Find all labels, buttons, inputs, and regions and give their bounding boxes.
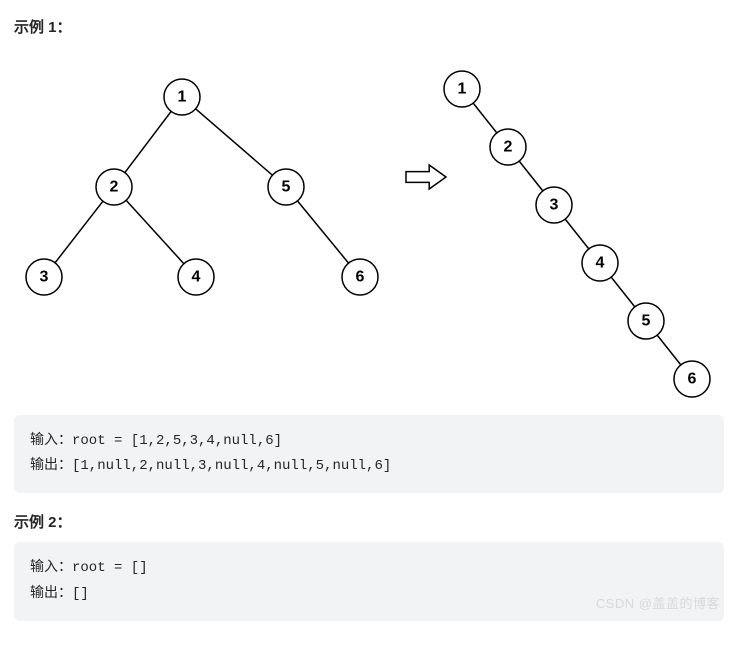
tree-node-label: 4 — [596, 255, 605, 272]
tree-node-label: 5 — [282, 179, 291, 196]
code-line: 输入：root = [] — [30, 560, 148, 576]
example2-label: 示例 2： — [14, 511, 724, 532]
example1-code: 输入：root = [1,2,5,3,4,null,6] 输出：[1,null,… — [14, 415, 724, 493]
code-line: 输入：root = [1,2,5,3,4,null,6] — [30, 433, 282, 449]
tree-edge — [196, 109, 273, 175]
tree-edge — [125, 111, 171, 172]
tree-edge — [519, 161, 543, 191]
example1-label: 示例 1： — [14, 16, 724, 37]
tree-node-label: 1 — [178, 89, 187, 106]
tree-node-label: 3 — [550, 197, 559, 214]
example2-code: 输入：root = [] 输出：[] — [14, 542, 724, 620]
tree-edge — [565, 219, 589, 249]
tree-node-label: 3 — [40, 269, 49, 286]
example1-diagram: 1 2 5 3 4 6 1 2 3 4 5 6 — [14, 47, 724, 407]
tree-edge — [126, 200, 184, 263]
tree-edge — [657, 335, 681, 365]
tree-edge — [55, 201, 103, 263]
tree-node-label: 6 — [688, 371, 697, 388]
code-line: 输出：[] — [30, 586, 89, 602]
tree-node-label: 6 — [356, 269, 365, 286]
tree-svg: 1 2 5 3 4 6 1 2 3 4 5 6 — [14, 47, 724, 407]
tree-edge — [611, 277, 635, 307]
tree-node-label: 1 — [458, 81, 467, 98]
tree-node-label: 2 — [110, 179, 119, 196]
tree-edge — [297, 201, 348, 263]
arrow-icon — [406, 165, 446, 189]
tree-edge — [473, 103, 497, 133]
tree-node-label: 4 — [192, 269, 201, 286]
code-line: 输出：[1,null,2,null,3,null,4,null,5,null,6… — [30, 458, 391, 474]
tree-node-label: 5 — [642, 313, 651, 330]
tree-node-label: 2 — [504, 139, 513, 156]
